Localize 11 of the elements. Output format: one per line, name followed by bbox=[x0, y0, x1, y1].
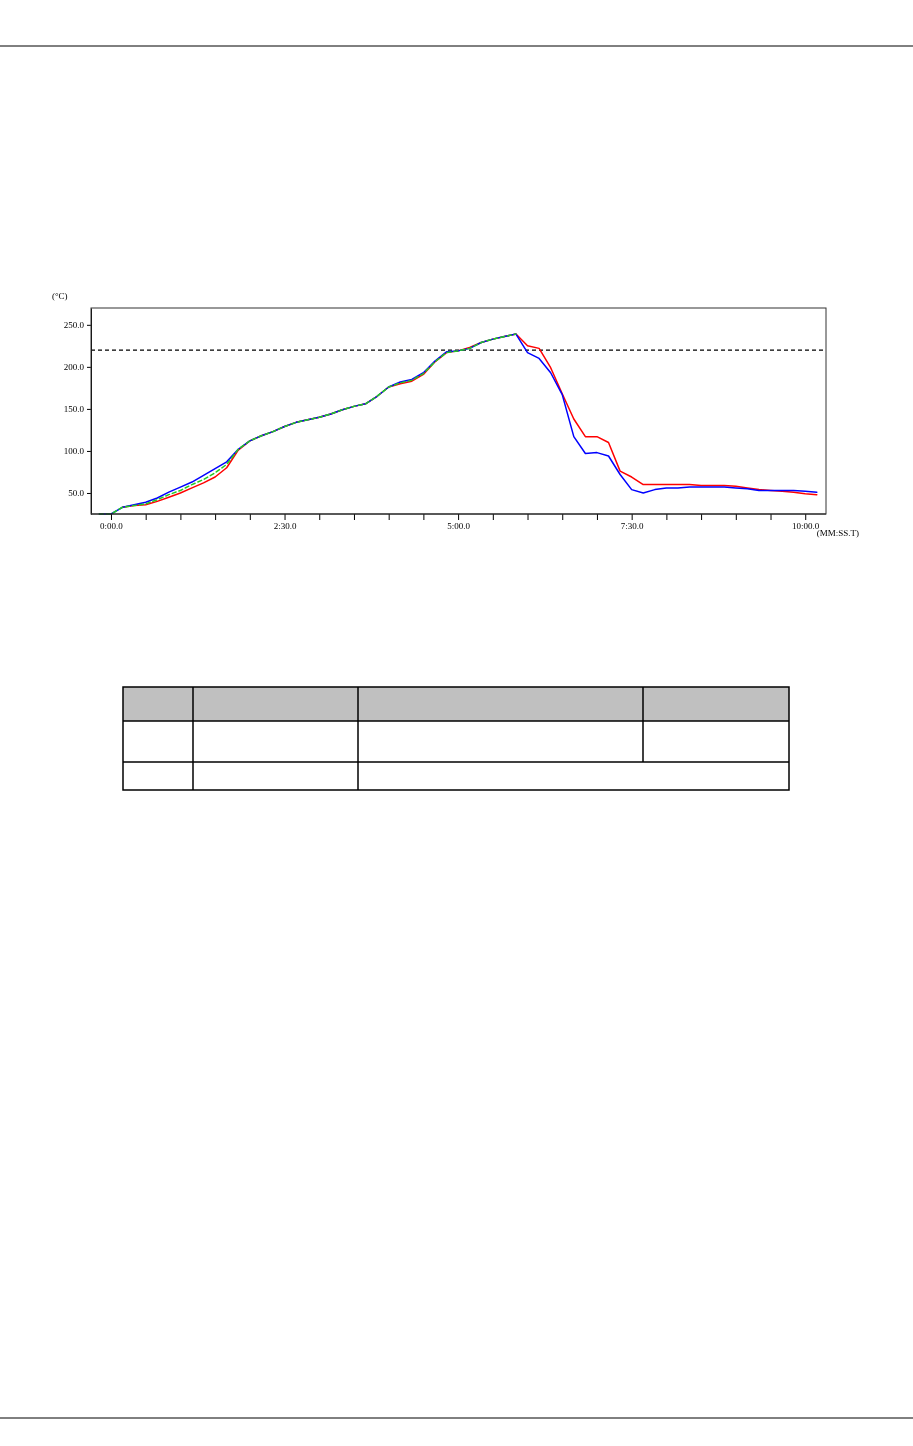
y-axis-title: (°C) bbox=[52, 291, 68, 301]
x-tick-label: 7:30.0 bbox=[620, 521, 645, 532]
y-tick-label: 50.0 bbox=[68, 488, 85, 499]
y-tick-label: 250.0 bbox=[63, 320, 85, 331]
x-axis-title: (MM:SS.T) bbox=[816, 528, 860, 538]
x-tick-label: 0:00.0 bbox=[100, 521, 124, 532]
y-tick-label: 200.0 bbox=[63, 362, 85, 373]
x-tick-label: 5:00.0 bbox=[447, 521, 471, 532]
x-tick-label: 2:30.0 bbox=[273, 521, 297, 532]
y-tick-label: 100.0 bbox=[63, 446, 85, 457]
y-tick-label: 150.0 bbox=[63, 404, 85, 415]
